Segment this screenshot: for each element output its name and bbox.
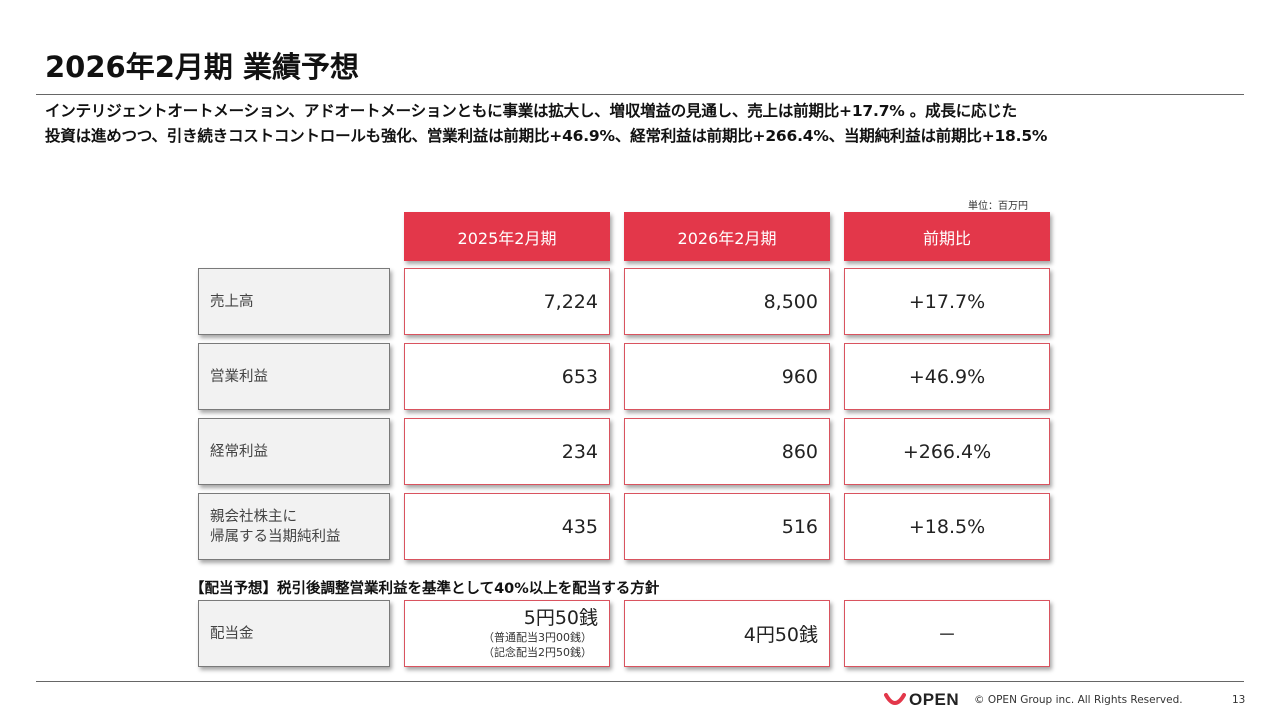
dividend-fy2025-commemorative: （記念配当2円50銭） bbox=[483, 646, 592, 659]
row-label-net-income: 親会社株主に 帰属する当期純利益 bbox=[198, 493, 390, 560]
cell-operating-yoy: +46.9% bbox=[844, 343, 1050, 410]
cell-dividend-fy2025: 5円50銭 （普通配当3円00銭） （記念配当2円50銭） bbox=[404, 600, 610, 667]
cell-dividend-fy2026: 4円50銭 bbox=[624, 600, 830, 667]
copyright: © OPEN Group inc. All Rights Reserved. bbox=[974, 694, 1183, 706]
cell-ordinary-fy2026: 860 bbox=[624, 418, 830, 485]
lead-line-1: インテリジェントオートメーション、アドオートメーションともに事業は拡大し、増収増… bbox=[45, 102, 1017, 120]
row-label-net-income-line-2: 帰属する当期純利益 bbox=[210, 528, 341, 545]
open-logo-icon bbox=[884, 693, 906, 705]
cell-net-fy2026: 516 bbox=[624, 493, 830, 560]
header-fy2025: 2025年2月期 bbox=[404, 212, 610, 261]
cell-net-yoy: +18.5% bbox=[844, 493, 1050, 560]
cell-ordinary-fy2025: 234 bbox=[404, 418, 610, 485]
cell-ordinary-yoy: +266.4% bbox=[844, 418, 1050, 485]
page-title: 2026年2月期 業績予想 bbox=[45, 50, 359, 84]
dividend-fy2025-total: 5円50銭 bbox=[523, 607, 598, 629]
unit-label: 単位：百万円 bbox=[968, 201, 1028, 212]
row-label-operating-profit: 営業利益 bbox=[198, 343, 390, 410]
header-fy2026: 2026年2月期 bbox=[624, 212, 830, 261]
dividend-fy2025-ordinary: （普通配当3円00銭） bbox=[483, 631, 592, 644]
footer-divider bbox=[36, 681, 1244, 682]
row-label-sales: 売上高 bbox=[198, 268, 390, 335]
cell-operating-fy2026: 960 bbox=[624, 343, 830, 410]
company-logo: OPEN bbox=[884, 690, 959, 710]
cell-sales-fy2025: 7,224 bbox=[404, 268, 610, 335]
row-label-dividend: 配当金 bbox=[198, 600, 390, 667]
cell-dividend-yoy: － bbox=[844, 600, 1050, 667]
lead-text: インテリジェントオートメーション、アドオートメーションともに事業は拡大し、増収増… bbox=[45, 99, 1245, 149]
dividend-policy-note: 【配当予想】税引後調整営業利益を基準として40%以上を配当する方針 bbox=[190, 581, 660, 597]
cell-sales-yoy: +17.7% bbox=[844, 268, 1050, 335]
title-divider bbox=[36, 94, 1244, 95]
logo-text: OPEN bbox=[909, 690, 960, 709]
cell-sales-fy2026: 8,500 bbox=[624, 268, 830, 335]
lead-line-2: 投資は進めつつ、引き続きコストコントロールも強化、営業利益は前期比+46.9%、… bbox=[45, 127, 1048, 145]
cell-net-fy2025: 435 bbox=[404, 493, 610, 560]
row-label-ordinary-profit: 経常利益 bbox=[198, 418, 390, 485]
page-number: 13 bbox=[1232, 694, 1246, 706]
header-yoy: 前期比 bbox=[844, 212, 1050, 261]
row-label-net-income-line-1: 親会社株主に bbox=[210, 508, 297, 525]
cell-operating-fy2025: 653 bbox=[404, 343, 610, 410]
